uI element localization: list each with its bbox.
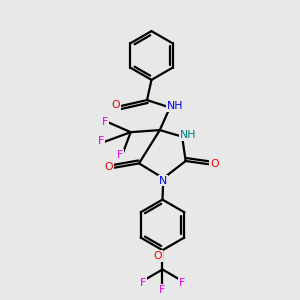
Text: O: O bbox=[153, 251, 162, 261]
Text: N: N bbox=[159, 176, 167, 186]
Text: F: F bbox=[140, 278, 146, 288]
Text: F: F bbox=[98, 136, 104, 146]
Text: F: F bbox=[117, 150, 123, 160]
Text: F: F bbox=[159, 285, 166, 295]
Text: NH: NH bbox=[180, 130, 196, 140]
Text: F: F bbox=[102, 117, 109, 127]
Text: O: O bbox=[111, 100, 120, 110]
Text: O: O bbox=[105, 162, 113, 172]
Text: F: F bbox=[179, 278, 185, 288]
Text: NH: NH bbox=[167, 101, 183, 111]
Text: O: O bbox=[210, 159, 218, 169]
